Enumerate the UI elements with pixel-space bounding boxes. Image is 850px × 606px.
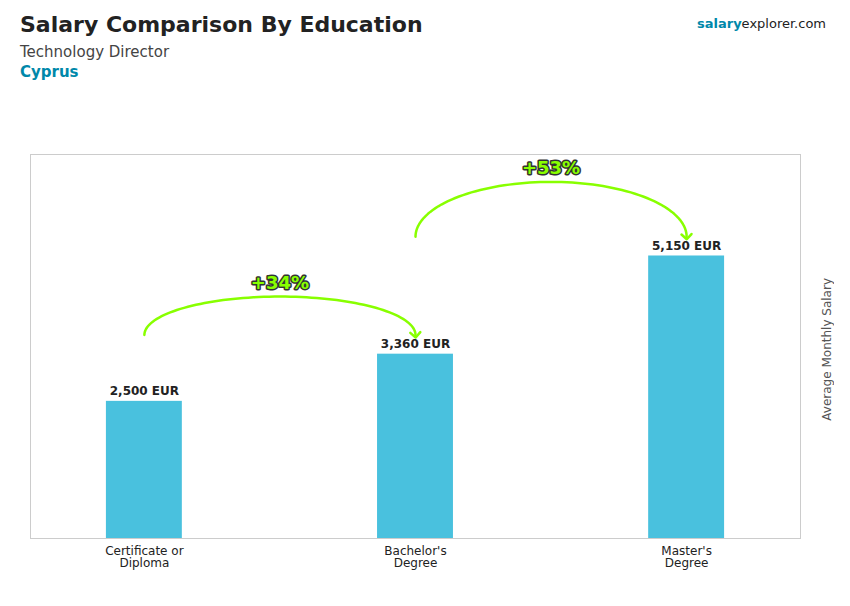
html-text:Technology Director: Technology Director (20, 43, 170, 61)
html-text:Cyprus: Cyprus (20, 63, 79, 81)
svg-text:5,150 EUR: 5,150 EUR (652, 239, 721, 253)
html-text:salary explorer.com: salary explorer.com (697, 16, 826, 31)
html-text:Salary Comparison By Education: Salary Comparison By Education (20, 12, 423, 37)
html-text:Average Monthly Salary: Average Monthly Salary (820, 277, 834, 421)
svg-text:3,360 EUR: 3,360 EUR (381, 337, 450, 351)
svg-text:2,500 EUR: 2,500 EUR (110, 384, 179, 398)
svg-text:Master'sDegree: Master'sDegree (661, 544, 712, 570)
svg-text:Certificate orDiploma: Certificate orDiploma (105, 544, 183, 570)
svg-text:Bachelor'sDegree: Bachelor'sDegree (384, 544, 446, 570)
svg-text:+34%: +34% (251, 272, 309, 293)
svg-text:+53%: +53% (522, 157, 580, 178)
